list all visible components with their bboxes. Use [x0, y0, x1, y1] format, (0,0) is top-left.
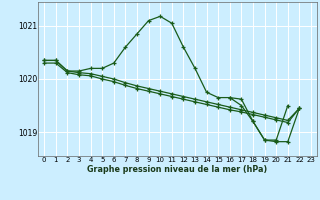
- X-axis label: Graphe pression niveau de la mer (hPa): Graphe pression niveau de la mer (hPa): [87, 165, 268, 174]
